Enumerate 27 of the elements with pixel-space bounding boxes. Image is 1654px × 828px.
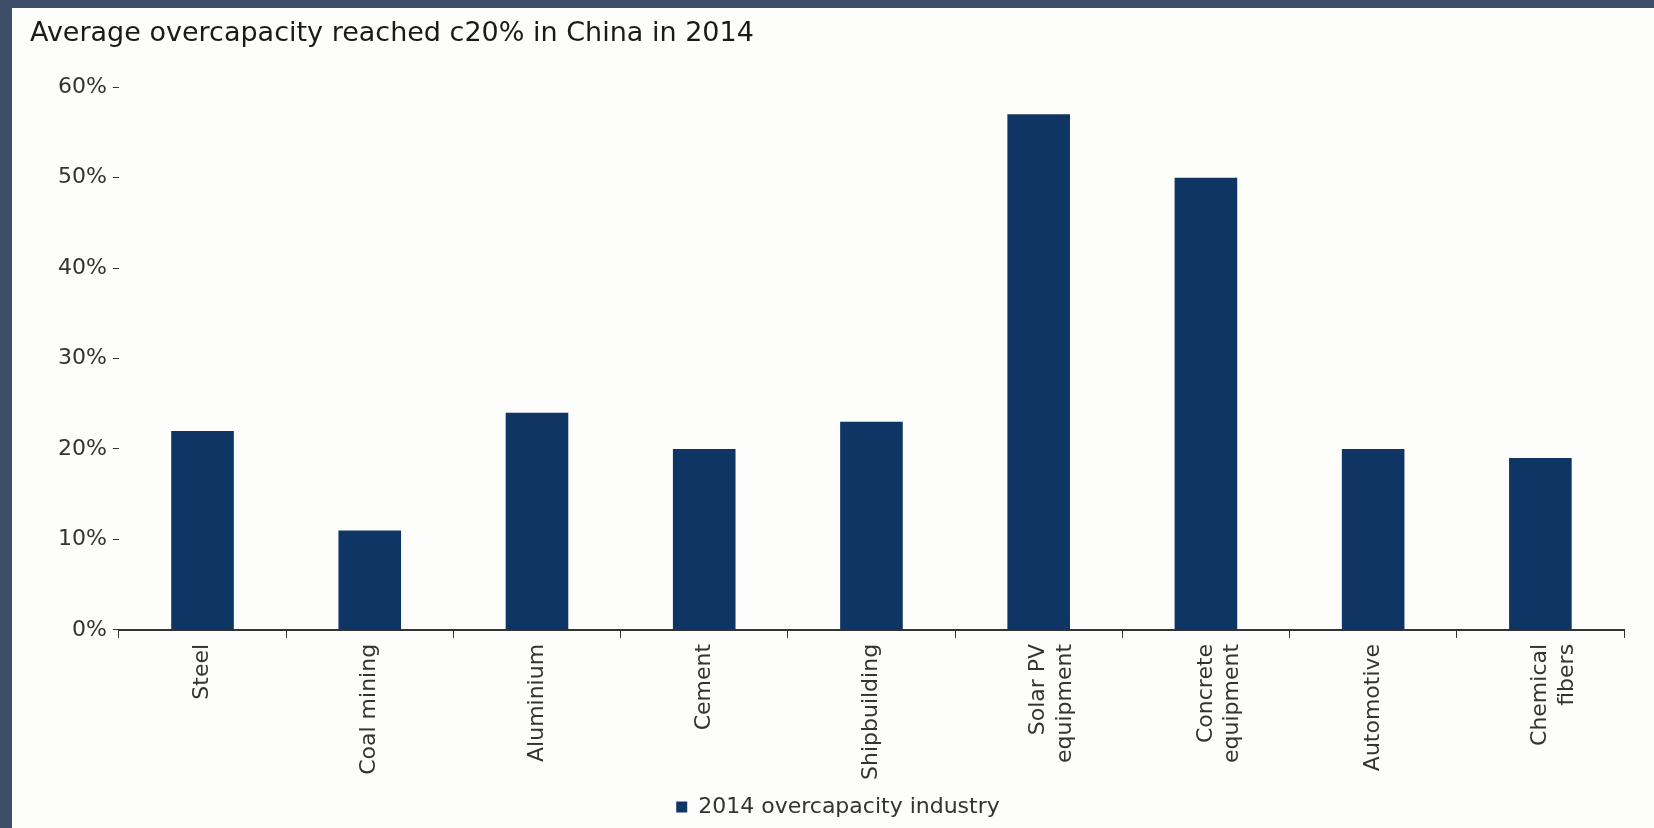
y-tick-label: 60%: [57, 72, 107, 98]
bar: [672, 449, 736, 630]
y-tick-label: 50%: [57, 163, 107, 189]
y-tick-label: 10%: [57, 525, 107, 551]
chart-title: Average overcapacity reached c20% in China in 2014: [30, 16, 754, 47]
x-tick-label: Aluminium: [522, 643, 548, 762]
x-tick-label: Chemical fibers: [1526, 643, 1578, 746]
bar: [1509, 458, 1572, 630]
x-tick-label: Cement: [689, 643, 715, 731]
bar: [505, 412, 569, 630]
legend-label: 2014 overcapacity industry: [698, 792, 1000, 818]
y-tick-label: 0%: [71, 615, 107, 641]
bar: [1007, 114, 1070, 630]
bar: [171, 430, 234, 630]
y-tick-label: 40%: [57, 253, 107, 279]
bar: [840, 421, 903, 630]
x-tick-label: Solar PV equipment: [1024, 643, 1076, 763]
x-tick-label: Coal mining: [355, 643, 381, 775]
x-tick-label: Steel: [188, 643, 214, 700]
x-tick-label: Automotive: [1358, 643, 1384, 772]
x-tick-label: Concrete equipment: [1191, 643, 1244, 763]
bar: [338, 530, 402, 630]
x-tick-label: Shipbuilding: [857, 643, 883, 781]
bar: [1341, 449, 1405, 630]
bar: [1174, 177, 1238, 630]
y-tick-label: 20%: [57, 434, 107, 460]
y-tick-label: 30%: [57, 344, 107, 370]
